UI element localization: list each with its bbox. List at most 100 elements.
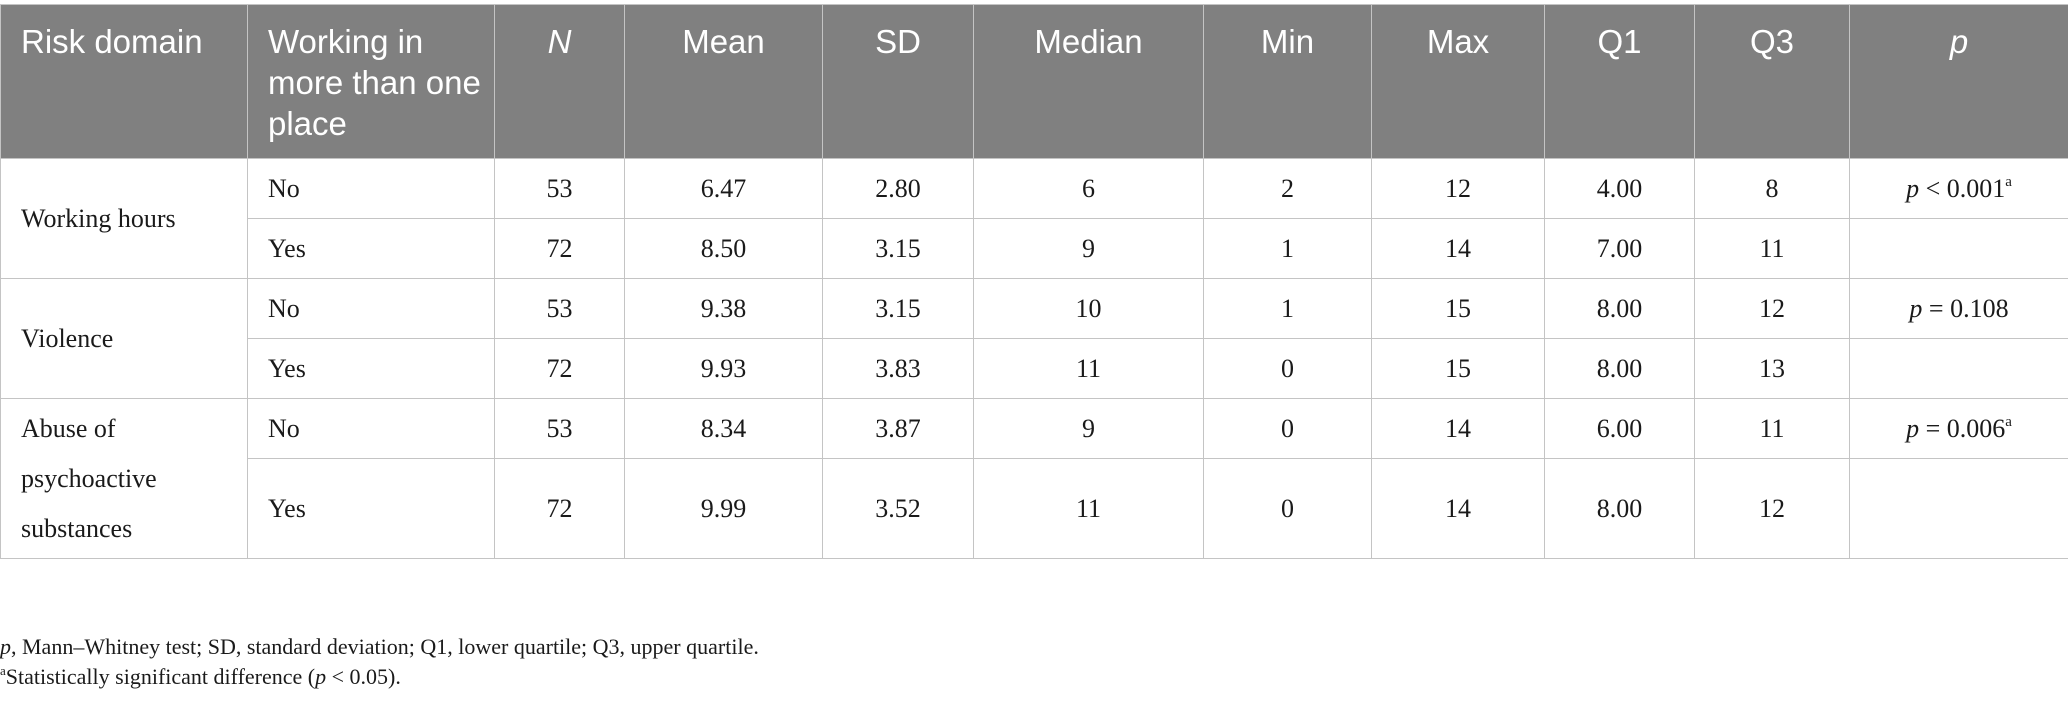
- q3-cell: 13: [1694, 338, 1850, 399]
- mean-cell: 9.38: [624, 278, 823, 339]
- header-working-more-than-one-place: Working in more than one place: [247, 4, 495, 159]
- min-cell: 1: [1203, 278, 1372, 339]
- q1-cell: 6.00: [1544, 398, 1695, 459]
- min-cell: 2: [1203, 158, 1372, 219]
- p-value-cell-empty: [1849, 218, 2068, 279]
- table-footnotes: p, Mann–Whitney test; SD, standard devia…: [0, 632, 759, 692]
- risk-domain-cell: Abuse of psychoactive substances: [0, 398, 248, 559]
- p-symbol: p: [1906, 173, 1920, 203]
- footnote-abbreviations: p, Mann–Whitney test; SD, standard devia…: [0, 632, 759, 662]
- table-row: Yes 72 9.99 3.52 11 0 14 8.00 12: [1, 458, 2068, 559]
- q1-cell: 8.00: [1544, 338, 1695, 399]
- header-median: Median: [973, 4, 1204, 159]
- n-cell: 53: [494, 278, 625, 339]
- footnote-significance-p: p: [315, 664, 327, 689]
- median-cell: 9: [973, 398, 1204, 459]
- p-symbol: p: [1909, 293, 1923, 323]
- working-more-cell: Yes: [247, 218, 495, 279]
- n-cell: 53: [494, 158, 625, 219]
- p-value: = 0.006: [1919, 413, 2006, 443]
- risk-domain-cell: Working hours: [0, 158, 248, 279]
- median-cell: 9: [973, 218, 1204, 279]
- q3-cell: 11: [1694, 218, 1850, 279]
- min-cell: 1: [1203, 218, 1372, 279]
- q1-cell: 8.00: [1544, 278, 1695, 339]
- min-cell: 0: [1203, 338, 1372, 399]
- max-cell: 15: [1371, 278, 1545, 339]
- median-cell: 6: [973, 158, 1204, 219]
- sd-cell: 3.52: [822, 458, 974, 559]
- sd-cell: 3.15: [822, 278, 974, 339]
- mean-cell: 9.99: [624, 458, 823, 559]
- footnote-significance-text: Statistically significant difference (: [5, 664, 316, 689]
- significance-marker: a: [2005, 413, 2012, 430]
- n-cell: 53: [494, 398, 625, 459]
- max-cell: 14: [1371, 398, 1545, 459]
- n-cell: 72: [494, 338, 625, 399]
- header-q3: Q3: [1694, 4, 1850, 159]
- q3-cell: 8: [1694, 158, 1850, 219]
- p-symbol: p: [1906, 413, 1920, 443]
- mean-cell: 8.34: [624, 398, 823, 459]
- min-cell: 0: [1203, 398, 1372, 459]
- max-cell: 15: [1371, 338, 1545, 399]
- sd-cell: 2.80: [822, 158, 974, 219]
- table-row: Yes 72 8.50 3.15 9 1 14 7.00 11: [1, 218, 2068, 279]
- median-cell: 10: [973, 278, 1204, 339]
- q3-cell: 11: [1694, 398, 1850, 459]
- q3-cell: 12: [1694, 458, 1850, 559]
- table-body: Working hours No 53 6.47 2.80 6 2 12 4.0…: [0, 158, 2068, 559]
- header-q1: Q1: [1544, 4, 1695, 159]
- working-more-cell: No: [247, 398, 495, 459]
- working-more-cell: Yes: [247, 458, 495, 559]
- header-max: Max: [1371, 4, 1545, 159]
- table-row: Working hours No 53 6.47 2.80 6 2 12 4.0…: [0, 158, 2068, 279]
- working-more-cell: Yes: [247, 338, 495, 399]
- header-risk-domain: Risk domain: [0, 4, 248, 159]
- working-more-cell: No: [247, 158, 495, 219]
- p-value-cell: p = 0.108: [1849, 278, 2068, 339]
- header-mean: Mean: [624, 4, 823, 159]
- sd-cell: 3.83: [822, 338, 974, 399]
- table-row: Violence No 53 9.38 3.15 10 1 15 8.00 12…: [0, 278, 2068, 399]
- mean-cell: 9.93: [624, 338, 823, 399]
- footnote-marker: a: [0, 663, 6, 678]
- max-cell: 14: [1371, 458, 1545, 559]
- n-cell: 72: [494, 218, 625, 279]
- p-value-cell-empty: [1849, 338, 2068, 399]
- q1-cell: 7.00: [1544, 218, 1695, 279]
- q1-cell: 4.00: [1544, 158, 1695, 219]
- p-value-cell: p = 0.006a: [1849, 398, 2068, 459]
- max-cell: 14: [1371, 218, 1545, 279]
- sd-cell: 3.87: [822, 398, 974, 459]
- mean-cell: 6.47: [624, 158, 823, 219]
- mean-cell: 8.50: [624, 218, 823, 279]
- min-cell: 0: [1203, 458, 1372, 559]
- p-value-cell-empty: [1849, 458, 2068, 559]
- significance-marker: a: [2005, 173, 2012, 190]
- footnote-abbreviations-text: , Mann–Whitney test; SD, standard deviat…: [11, 634, 759, 659]
- header-min: Min: [1203, 4, 1372, 159]
- header-sd: SD: [822, 4, 974, 159]
- median-cell: 11: [973, 458, 1204, 559]
- header-row: Risk domain Working in more than one pla…: [0, 4, 2068, 159]
- median-cell: 11: [973, 338, 1204, 399]
- table-row: Yes 72 9.93 3.83 11 0 15 8.00 13: [1, 338, 2068, 399]
- table-row: Abuse of psychoactive substances No 53 8…: [0, 398, 2068, 559]
- risk-domain-cell: Violence: [0, 278, 248, 399]
- n-cell: 72: [494, 458, 625, 559]
- working-more-cell: No: [247, 278, 495, 339]
- p-value-cell: p < 0.001a: [1849, 158, 2068, 219]
- footnote-significance-tail: < 0.05).: [326, 664, 401, 689]
- header-p: p: [1849, 4, 2068, 159]
- q3-cell: 12: [1694, 278, 1850, 339]
- statistics-table: Risk domain Working in more than one pla…: [0, 4, 2068, 559]
- p-value: = 0.108: [1922, 293, 2009, 323]
- max-cell: 12: [1371, 158, 1545, 219]
- header-n: N: [494, 4, 625, 159]
- footnote-p-symbol: p: [0, 634, 11, 659]
- q1-cell: 8.00: [1544, 458, 1695, 559]
- footnote-significance: aStatistically significant difference (p…: [0, 662, 759, 692]
- sd-cell: 3.15: [822, 218, 974, 279]
- p-value: < 0.001: [1919, 173, 2006, 203]
